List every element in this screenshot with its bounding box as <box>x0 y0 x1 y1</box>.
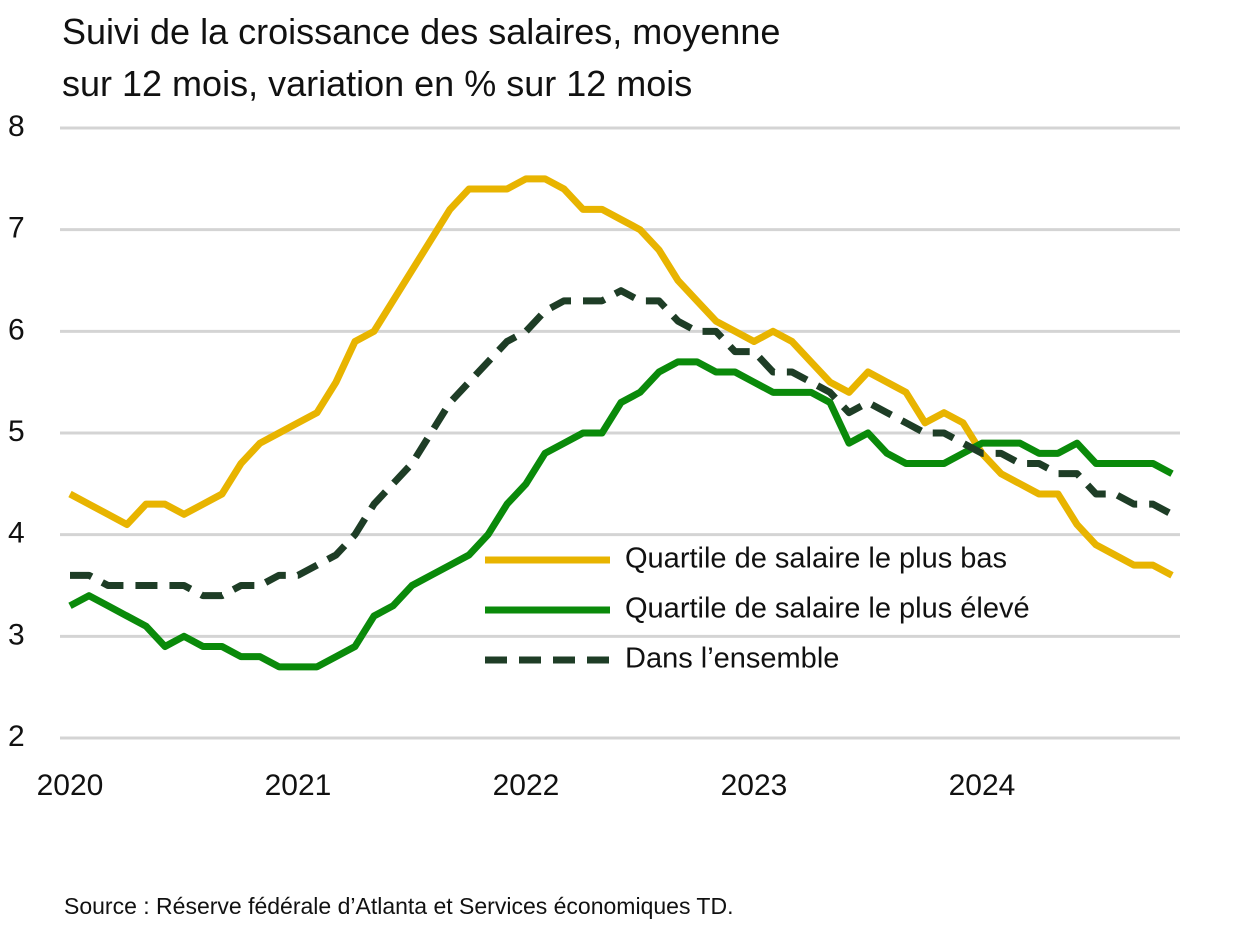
y-tick-label: 8 <box>8 110 25 143</box>
x-tick-label: 2023 <box>721 769 788 802</box>
legend-label: Dans l’ensemble <box>625 643 839 675</box>
legend-label: Quartile de salaire le plus bas <box>625 543 1007 575</box>
x-tick-label: 2021 <box>265 769 332 802</box>
y-tick-label: 6 <box>8 313 25 346</box>
series-line <box>68 358 1174 671</box>
series-line <box>70 287 1174 600</box>
legend-label: Quartile de salaire le plus élevé <box>625 593 1030 625</box>
y-tick-label: 2 <box>8 720 25 753</box>
x-tick-label: 2024 <box>949 769 1016 802</box>
y-tick-label: 7 <box>8 212 25 245</box>
chart-title: sur 12 mois, variation en % sur 12 mois <box>62 63 692 104</box>
y-tick-label: 3 <box>8 618 25 651</box>
chart-title: Suivi de la croissance des salaires, moy… <box>62 11 780 52</box>
source: Source : Réserve fédérale d’Atlanta et S… <box>64 893 733 919</box>
y-tick-label: 5 <box>8 415 25 448</box>
y-tick-label: 4 <box>8 517 25 550</box>
x-tick-label: 2022 <box>493 769 560 802</box>
series-line <box>68 175 1174 579</box>
x-tick-label: 2020 <box>37 769 104 802</box>
